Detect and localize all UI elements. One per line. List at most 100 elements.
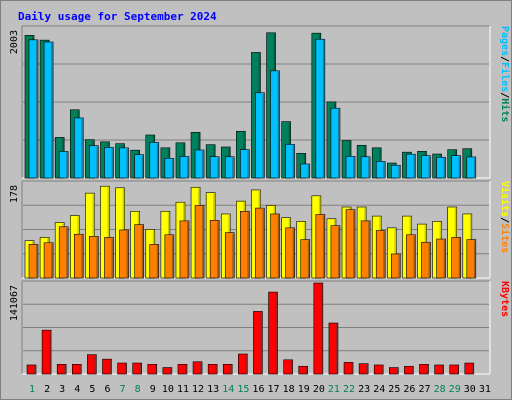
bar-shade (394, 228, 397, 278)
bar-shade (230, 365, 233, 374)
bar-shade (111, 148, 114, 178)
y-axis-max-label: 141067 (9, 285, 20, 321)
legend-item: Sites (499, 223, 511, 253)
x-axis-day-label: 25 (388, 384, 400, 395)
x-axis-day-label: 30 (464, 384, 476, 395)
bar-shade (305, 367, 308, 374)
bar-shade (169, 368, 172, 374)
x-axis-day-label: 6 (104, 384, 110, 395)
bar-shade (200, 362, 203, 374)
bar-shade (411, 367, 414, 374)
bar-shade (186, 157, 189, 178)
bar-shade (96, 146, 99, 178)
bar-shade (79, 365, 82, 374)
bar-shade (366, 364, 369, 374)
bar-shade (307, 240, 310, 278)
bar-shade (92, 194, 95, 278)
x-axis-day-label: 2 (44, 384, 50, 395)
bar-shade (34, 365, 36, 374)
x-axis-day-label: 26 (403, 384, 415, 395)
x-axis-day-label: 5 (89, 384, 95, 395)
bar-shade (245, 355, 248, 374)
bar-shade (124, 364, 127, 374)
bar-shade (320, 284, 323, 374)
bar-shade (184, 365, 187, 374)
bar-shade (428, 156, 431, 178)
bar-shade (247, 150, 250, 178)
legend-item: Files (499, 62, 511, 92)
x-axis-day-label: 11 (177, 384, 189, 395)
bar-shade (154, 365, 157, 374)
x-axis-day-label: 31 (479, 384, 491, 395)
x-axis-day-label: 20 (313, 384, 325, 395)
bar-shade (307, 164, 310, 178)
y-axis-max-label: 178 (9, 185, 20, 203)
x-axis-day-label: 29 (449, 384, 461, 395)
legend-item: / (499, 217, 510, 223)
x-axis-day-label: 21 (328, 384, 340, 395)
legend-item: KBytes (499, 281, 510, 317)
bar-shade (443, 158, 446, 178)
bar-shade (337, 109, 340, 178)
bar-shade (141, 225, 144, 278)
bar-shade (292, 145, 295, 178)
bar-shade (290, 360, 293, 374)
bar-shade (443, 240, 446, 278)
bar-shade (36, 245, 38, 278)
bar-shade (471, 364, 474, 374)
bar-shade (49, 331, 52, 374)
bar-shade (156, 245, 159, 278)
bar-shade (217, 157, 220, 178)
bar-shade (109, 360, 112, 374)
x-axis-day-label: 15 (237, 384, 249, 395)
x-axis-day-label: 7 (120, 384, 126, 395)
bar-shade (126, 148, 129, 178)
bar-shade (337, 226, 340, 278)
bar-shade (51, 243, 54, 278)
x-axis-day-label: 19 (298, 384, 310, 395)
bar-shade (368, 157, 371, 178)
chart-title: Daily usage for September 2024 (18, 10, 217, 23)
bar-shade (456, 365, 459, 374)
bar-shade (171, 159, 174, 178)
bar-shade (398, 166, 401, 178)
bar-shade (383, 162, 386, 178)
panel-visitors: 178 Visits/Sites (9, 180, 511, 279)
bar-shade (426, 365, 429, 374)
bar-shade (353, 210, 356, 278)
bar-shade (202, 150, 205, 178)
legend-item: / (499, 56, 510, 62)
x-axis-day-label: 22 (343, 384, 355, 395)
bar-shade (458, 238, 461, 278)
bar-shade (260, 312, 263, 374)
bar-shade (413, 155, 416, 178)
bar-shade (51, 43, 54, 178)
bar-shade (202, 206, 205, 278)
x-axis-day-label: 10 (162, 384, 174, 395)
bar-shade (96, 237, 99, 278)
bar-shade (292, 228, 295, 278)
bar-shade (81, 235, 84, 278)
bar-shade (81, 118, 84, 178)
bar-shade (277, 214, 280, 278)
x-axis-day-label: 24 (373, 384, 385, 395)
x-axis-day-label: 28 (434, 384, 446, 395)
bar-shade (275, 293, 278, 374)
bar-shade (36, 40, 38, 179)
bar-shade (139, 364, 142, 374)
legend-item: Hits (499, 98, 511, 122)
legend-requests: Pages/Files/Hits (499, 26, 511, 122)
x-axis-day-label: 16 (252, 384, 264, 395)
bar-shade (262, 209, 265, 278)
legend-volume: KBytes (499, 281, 510, 317)
bar-shade (351, 363, 354, 374)
bar-shade (428, 243, 431, 278)
bar-shade (398, 254, 401, 278)
bar-shade (353, 157, 356, 178)
bar-shade (107, 187, 110, 278)
x-axis-day-label: 12 (192, 384, 204, 395)
x-axis-day-labels: 1 2 3 4 5 6 7 8 9 10 11 12 13 14 15 16 17 18 19 20 21 22 23 24 2… (29, 384, 491, 395)
x-axis-day-label: 27 (418, 384, 430, 395)
bar-shade (368, 221, 371, 278)
